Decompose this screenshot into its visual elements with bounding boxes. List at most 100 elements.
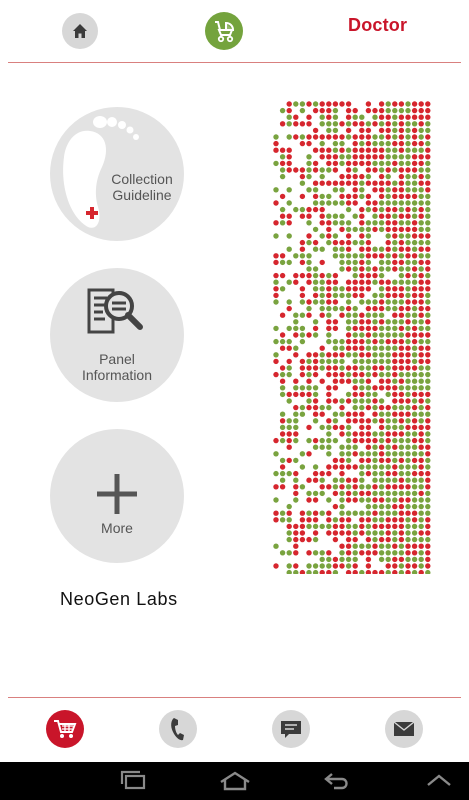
pattern-dot xyxy=(339,226,345,233)
pattern-dot xyxy=(425,338,431,345)
pattern-dot xyxy=(352,213,358,219)
pattern-dot xyxy=(385,424,391,431)
pattern-dot xyxy=(312,239,319,246)
pattern-dot xyxy=(392,411,398,417)
pattern-dot xyxy=(339,213,345,219)
pattern-dot xyxy=(385,371,391,378)
pattern-dot xyxy=(372,517,378,523)
pattern-dot xyxy=(339,259,345,266)
pattern-dot xyxy=(359,530,365,536)
pattern-dot xyxy=(279,107,286,114)
pattern-dot xyxy=(385,345,391,351)
pattern-dot xyxy=(378,345,385,351)
pattern-dot xyxy=(405,371,411,378)
pattern-dot xyxy=(306,173,312,180)
pattern-dot xyxy=(405,259,411,266)
pattern-dot xyxy=(372,167,378,173)
pattern-dot xyxy=(293,431,299,437)
pattern-dot xyxy=(405,220,411,226)
pattern-dot xyxy=(279,378,286,384)
mail-button[interactable] xyxy=(385,710,423,748)
pattern-dot xyxy=(418,431,424,437)
pattern-dot xyxy=(411,259,418,266)
phone-button[interactable] xyxy=(159,710,197,748)
pattern-dot xyxy=(372,391,378,398)
pattern-dot xyxy=(411,292,418,299)
pattern-dot xyxy=(418,180,424,186)
pattern-dot xyxy=(279,464,286,470)
pattern-dot xyxy=(378,378,385,384)
pattern-dot xyxy=(299,299,306,305)
pattern-dot xyxy=(293,325,299,332)
pattern-dot xyxy=(425,246,431,252)
pattern-dot xyxy=(332,180,339,186)
pattern-dot xyxy=(385,569,391,574)
pattern-dot xyxy=(425,451,431,457)
pattern-dot xyxy=(312,404,319,411)
pattern-dot xyxy=(319,569,325,574)
pattern-dot xyxy=(392,114,398,120)
pattern-dot xyxy=(418,206,424,213)
pattern-dot xyxy=(332,299,339,305)
home-nav-icon[interactable] xyxy=(218,770,252,792)
pattern-dot xyxy=(418,134,424,140)
pattern-dot xyxy=(425,312,431,318)
pattern-dot xyxy=(392,160,398,167)
pattern-dot xyxy=(385,444,391,450)
pattern-dot xyxy=(306,378,312,384)
pattern-dot xyxy=(398,226,405,233)
pattern-dot xyxy=(411,457,418,464)
pattern-dot xyxy=(326,418,332,424)
recent-apps-icon[interactable] xyxy=(118,770,148,792)
pattern-dot xyxy=(372,206,378,213)
pattern-dot xyxy=(293,536,299,543)
pattern-dot xyxy=(359,319,365,325)
cart-button[interactable] xyxy=(46,710,84,748)
pattern-dot xyxy=(392,345,398,351)
pattern-dot xyxy=(279,365,286,371)
pattern-dot xyxy=(385,127,391,134)
pattern-dot xyxy=(299,569,306,574)
pattern-dot xyxy=(352,140,358,147)
pattern-dot xyxy=(319,272,325,279)
pattern-dot xyxy=(312,200,319,206)
up-chevron-icon[interactable] xyxy=(424,770,454,792)
collection-guideline-button[interactable]: Collection Guideline xyxy=(50,107,184,241)
pattern-dot xyxy=(326,147,332,153)
pattern-dot xyxy=(279,272,286,279)
pattern-dot xyxy=(411,127,418,134)
pattern-dot xyxy=(411,101,418,107)
pattern-dot xyxy=(319,213,325,219)
message-button[interactable] xyxy=(272,710,310,748)
pattern-dot xyxy=(332,253,339,259)
pattern-dot xyxy=(372,484,378,490)
pattern-dot xyxy=(392,365,398,371)
pattern-dot xyxy=(385,411,391,417)
pattern-dot xyxy=(345,279,352,285)
pattern-dot xyxy=(286,563,292,569)
more-button[interactable]: More xyxy=(50,429,184,563)
pattern-dot xyxy=(339,312,345,318)
pattern-dot xyxy=(372,477,378,483)
home-button[interactable] xyxy=(62,13,98,49)
pattern-dot xyxy=(359,187,365,193)
phone-icon xyxy=(171,718,184,741)
pattern-dot xyxy=(352,431,358,437)
pattern-dot xyxy=(392,325,398,332)
stroller-button[interactable] xyxy=(205,12,243,50)
back-icon[interactable] xyxy=(322,770,352,792)
pattern-dot xyxy=(411,378,418,384)
pattern-dot xyxy=(312,134,319,140)
pattern-dot xyxy=(398,411,405,417)
pattern-dot xyxy=(378,140,385,147)
pattern-dot xyxy=(332,292,339,299)
pattern-dot xyxy=(279,371,286,378)
doctor-link[interactable]: Doctor xyxy=(348,15,408,35)
panel-information-button[interactable]: Panel Information xyxy=(50,268,184,402)
pattern-dot xyxy=(293,391,299,398)
pattern-dot xyxy=(286,437,292,444)
pattern-dot xyxy=(392,398,398,404)
pattern-dot xyxy=(359,345,365,351)
pattern-dot xyxy=(359,418,365,424)
pattern-dot xyxy=(306,424,312,431)
